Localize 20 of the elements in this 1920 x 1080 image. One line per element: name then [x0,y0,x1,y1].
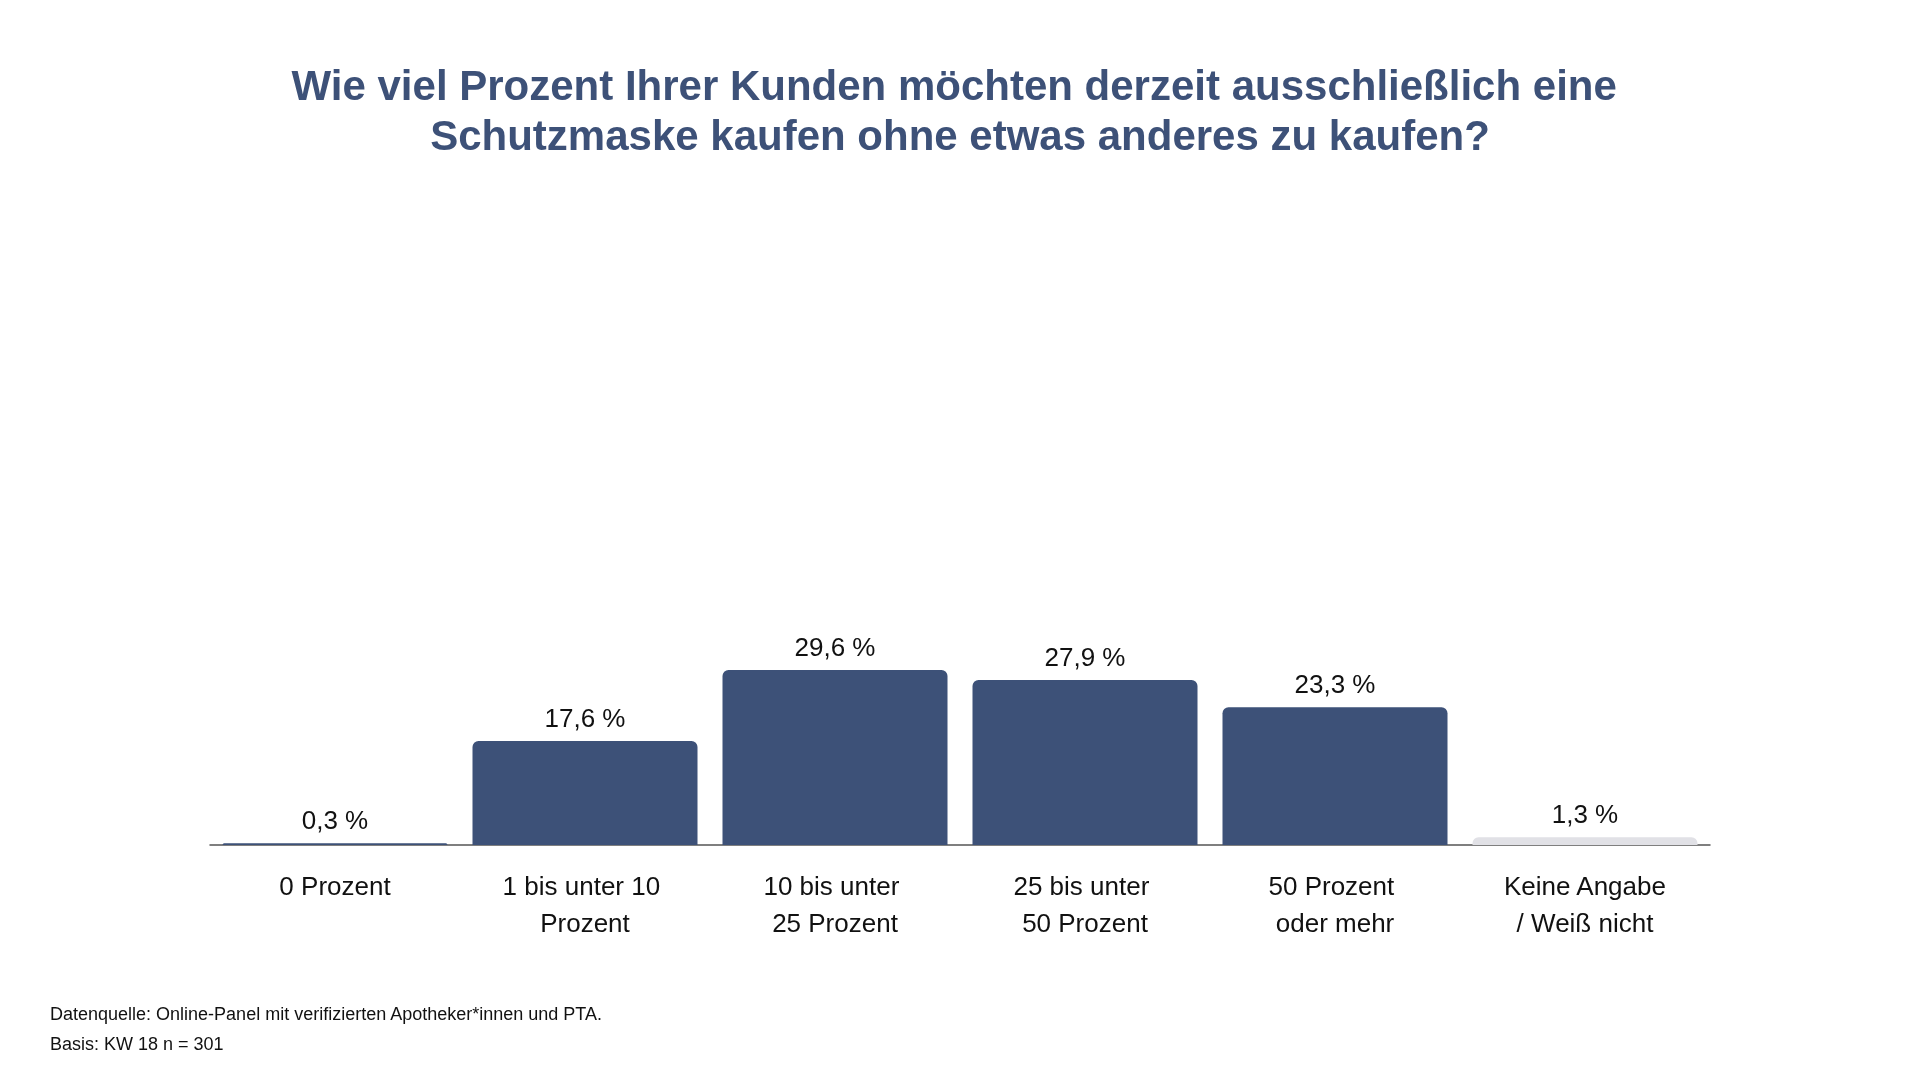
bar [722,670,948,845]
x-tick-label: 50 Prozent oder mehr [1268,870,1402,938]
x-tick-label: 10 bis unter 25 Prozent [763,870,907,938]
data-label: 0,3 % [301,805,369,836]
data-label: 23,3 % [1294,669,1376,700]
bar [972,680,1198,845]
bar [1222,707,1448,845]
x-tick-label: 1 bis unter 10 Prozent [502,870,668,938]
data-label: 29,6 % [794,632,876,662]
chart-title: Wie viel Prozent Ihrer Kunden möchten derzeit ausschließlich eine Schutzmaske kaufen ohne etwas anderes zu kaufen? [291,61,1629,159]
data-label: 1,3 % [1551,799,1619,830]
data-label: 27,9 % [1044,642,1126,673]
x-tick-label: 0 Prozent [279,870,392,901]
bar [1472,837,1698,845]
x-tick-label: 25 bis unter 50 Prozent [1013,870,1157,938]
data-label: 17,6 % [544,702,626,733]
bar [472,740,698,845]
text: Basis: KW 18 n = 301 [50,1034,224,1054]
text: Datenquelle: Online-Panel mit verifizierten Apotheker*innen und PTA. [50,1004,602,1024]
x-tick-label: Keine Angabe/ Weiß nicht [1504,870,1666,938]
